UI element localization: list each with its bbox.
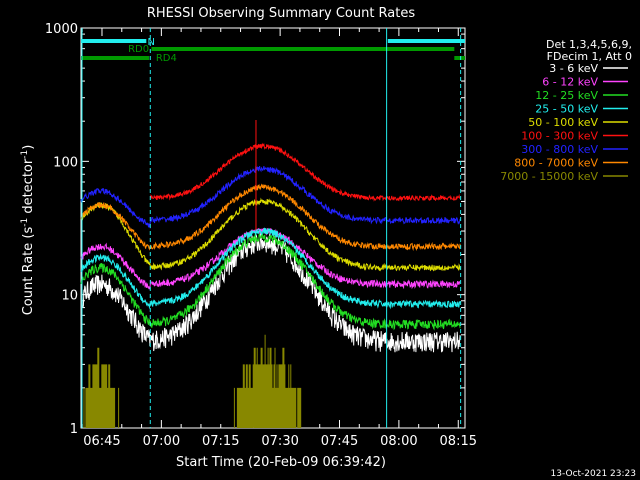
legend-label-2: 12 - 25 keV xyxy=(535,89,598,102)
x-tick-label: 07:30 xyxy=(261,434,298,449)
y-tick-label: 100 xyxy=(53,155,78,170)
legend-label-8: 7000 - 15000 keV xyxy=(500,170,598,183)
legend-label-6: 300 - 800 keV xyxy=(521,143,598,156)
night-bar-label: N xyxy=(148,37,155,48)
series-line-4 xyxy=(80,197,461,272)
series-line-1 xyxy=(80,227,461,290)
plot-frame xyxy=(80,27,466,429)
legend-label-7: 800 - 7000 keV xyxy=(514,157,598,170)
legend: Det 1,3,4,5,6,9,FDecim 1, Att 03 - 6 keV… xyxy=(500,38,632,183)
y-axis-label: Count Rate (s-1 detector-1) xyxy=(20,145,36,316)
legend-label-4: 50 - 100 keV xyxy=(528,116,598,129)
rd0-bar-label: RD0 xyxy=(128,44,149,55)
x-tick-label: 06:45 xyxy=(83,434,120,449)
series-line-2 xyxy=(80,232,461,331)
data-layer xyxy=(80,142,461,428)
x-tick-label: 07:15 xyxy=(202,434,239,449)
y-tick-label: 1 xyxy=(70,422,78,437)
x-tick-label: 08:15 xyxy=(440,434,477,449)
series-line-6 xyxy=(80,165,461,230)
y-tick-label: 10 xyxy=(61,289,78,304)
x-tick-label: 07:45 xyxy=(321,434,358,449)
series-line-3 xyxy=(80,227,461,310)
rd4-bar-label: RD4 xyxy=(156,53,177,64)
series-line-0 xyxy=(80,232,461,353)
chart-title: RHESSI Observing Summary Count Rates xyxy=(147,6,416,21)
x-tick-label: 08:00 xyxy=(380,434,417,449)
x-tick-label: 07:00 xyxy=(143,434,180,449)
legend-label-1: 6 - 12 keV xyxy=(542,76,598,89)
series-line-5 xyxy=(149,142,461,202)
axes: 1 10 100 1000 06:45 07:00 07:15 07:30 07:45 08:00… xyxy=(45,22,477,449)
legend-header-line: FDecim 1, Att 0 xyxy=(547,50,632,63)
legend-label-0: 3 - 6 keV xyxy=(549,62,598,75)
series-line-7 xyxy=(80,183,461,252)
legend-label-3: 25 - 50 keV xyxy=(535,103,598,116)
series-line-8 xyxy=(83,334,302,428)
y-tick-label: 1000 xyxy=(45,22,78,37)
date-stamp: 13-Oct-2021 23:23 xyxy=(551,469,636,479)
legend-header-line: Det 1,3,4,5,6,9, xyxy=(546,38,632,51)
legend-label-5: 100 - 300 keV xyxy=(521,130,598,143)
x-axis-label: Start Time (20-Feb-09 06:39:42) xyxy=(176,455,386,470)
